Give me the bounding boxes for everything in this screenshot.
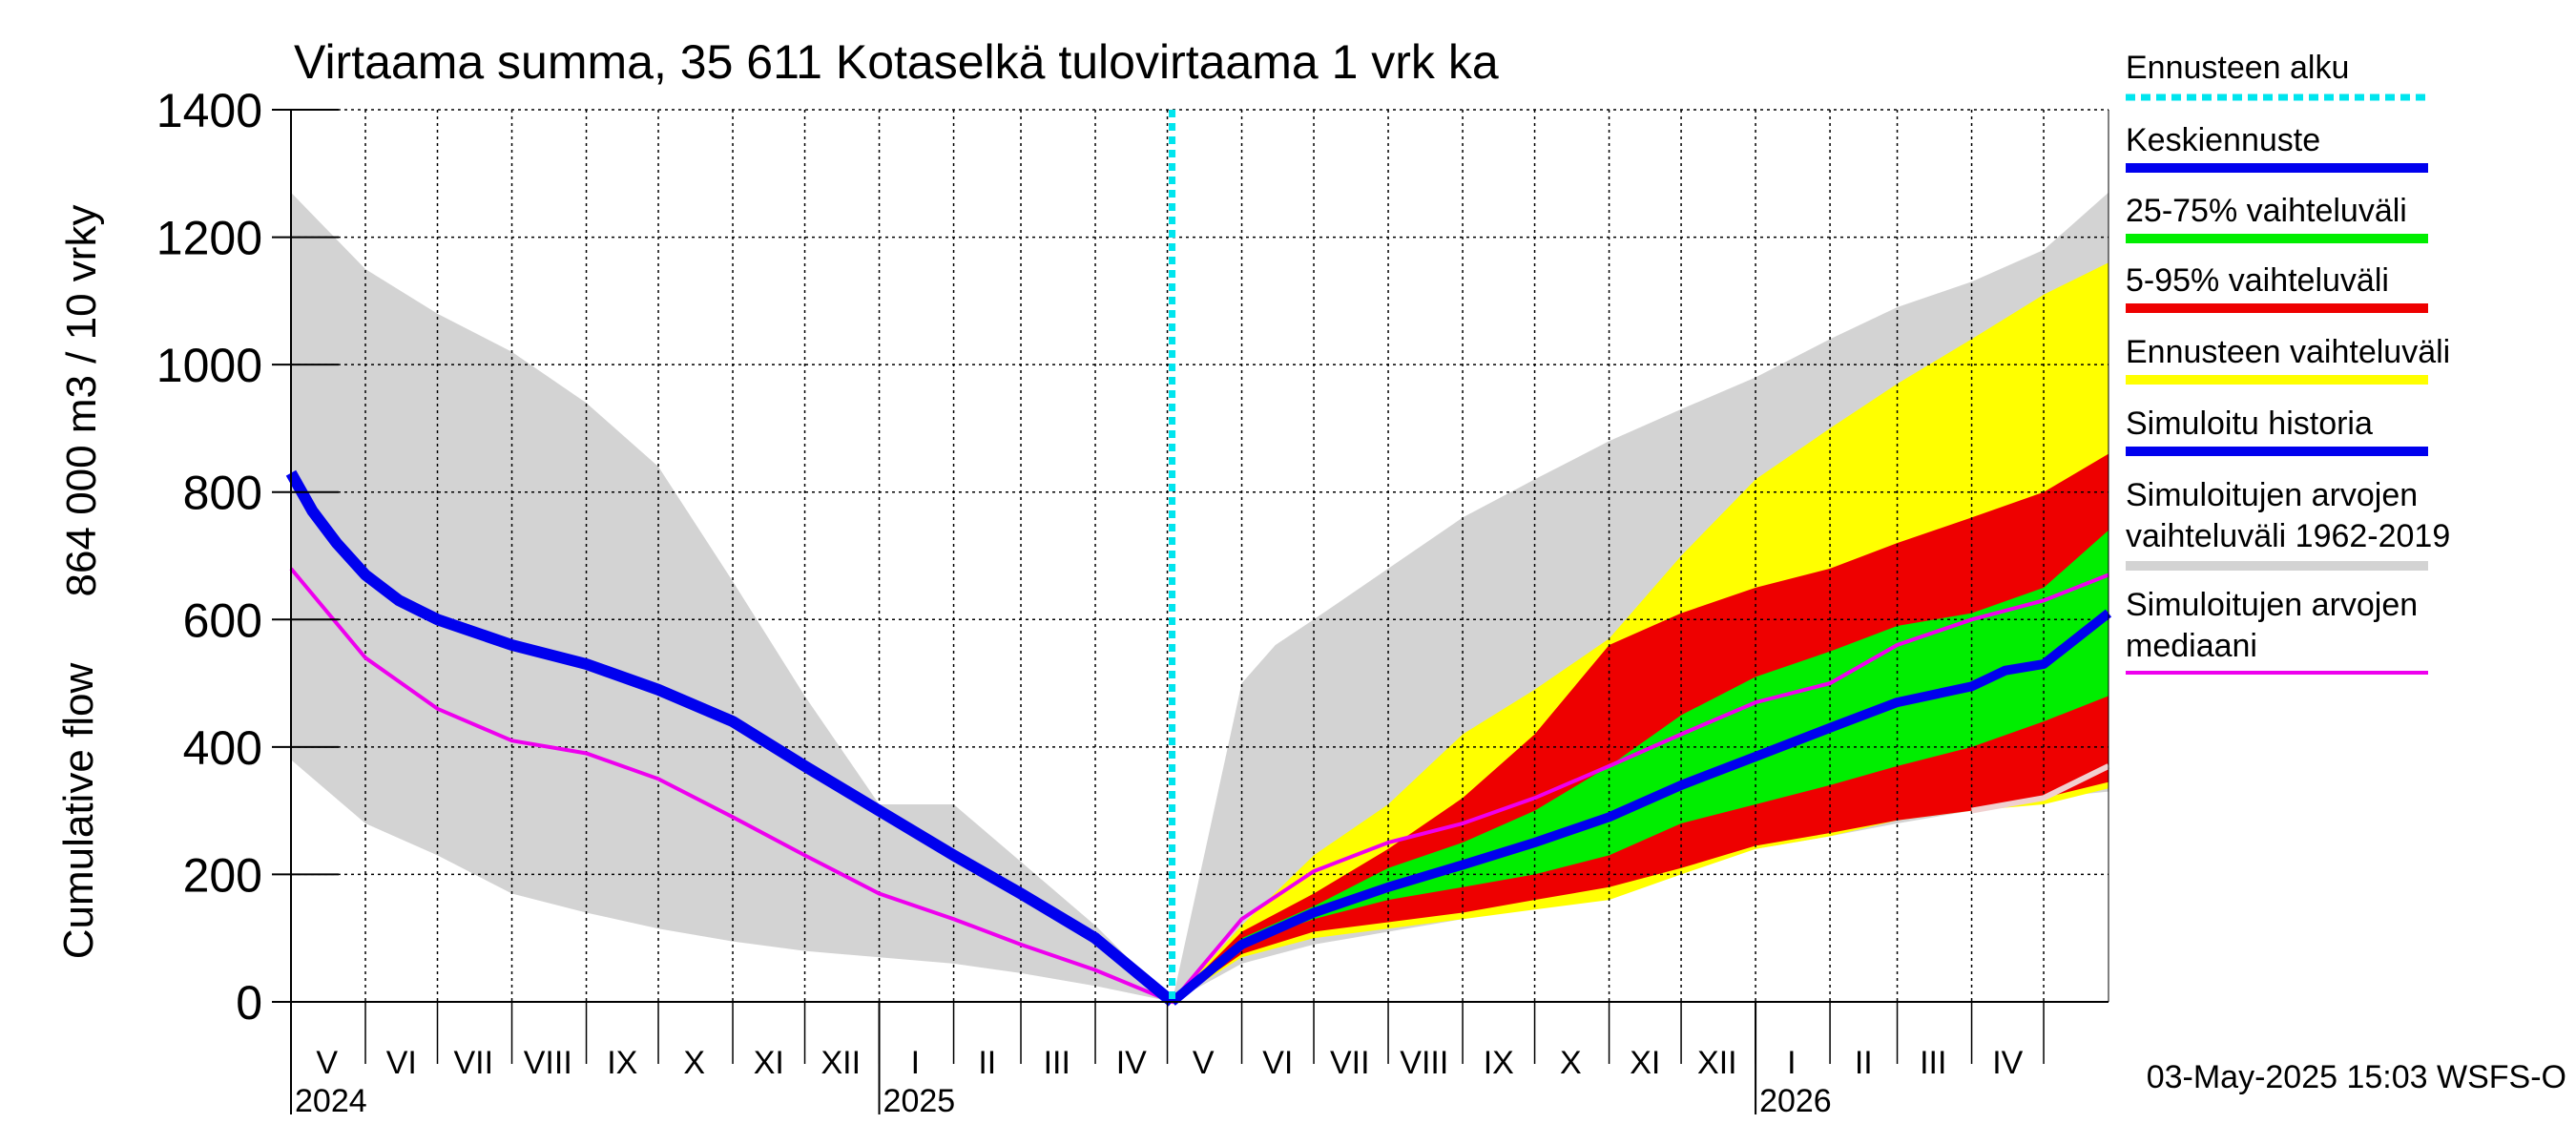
y-tick-label: 200: [183, 848, 262, 902]
footer-timestamp: 03-May-2025 15:03 WSFS-O: [2147, 1059, 2566, 1095]
legend-label: Ennusteen vaihteluväli: [2126, 334, 2450, 370]
y-axis-label-1: Cumulative flow: [55, 663, 102, 960]
month-label: II: [978, 1045, 996, 1081]
month-label: VII: [453, 1045, 493, 1081]
month-label: I: [1787, 1045, 1796, 1081]
legend-label: Simuloitujen arvojen: [2126, 587, 2418, 623]
legend-label: Simuloitujen arvojen: [2126, 477, 2418, 513]
legend-label: 25-75% vaihteluväli: [2126, 193, 2407, 229]
y-tick-label: 1000: [156, 339, 262, 392]
chart-axes: [290, 110, 2109, 1114]
month-label: XII: [1697, 1045, 1737, 1081]
chart-title: Virtaama summa, 35 611 Kotaselkä tulovir…: [294, 35, 1499, 89]
month-label: X: [1560, 1045, 1582, 1081]
month-label: VI: [1262, 1045, 1293, 1081]
chart-bands: [291, 192, 2109, 1003]
year-label: 2025: [883, 1083, 956, 1119]
lower-bound-line: [1971, 763, 2110, 814]
month-label: V: [1193, 1045, 1215, 1081]
y-tick-label: 1400: [156, 84, 262, 137]
month-label: V: [316, 1045, 338, 1081]
legend-label: mediaani: [2126, 628, 2257, 664]
mean-forecast-line: [1169, 609, 2112, 1006]
month-label: XI: [1630, 1045, 1660, 1081]
month-label: I: [911, 1045, 920, 1081]
y-tick-label: 1200: [156, 212, 262, 265]
y-axis-ticks: 0 200 400 600 800 1000 1200 1400: [156, 84, 339, 1030]
y-tick-label: 800: [183, 467, 262, 520]
legend-label: 5-95% vaihteluväli: [2126, 262, 2389, 299]
month-label: IX: [607, 1045, 637, 1081]
legend-label: vaihteluväli 1962-2019: [2126, 518, 2450, 554]
y-tick-label: 400: [183, 721, 262, 775]
x-axis-labels: V VI VII VIII IX X XI XII I II III IV V VI VII VIII IX X X…: [295, 1045, 2024, 1119]
y-tick-label: 600: [183, 593, 262, 647]
month-label: VII: [1330, 1045, 1370, 1081]
month-label: III: [1920, 1045, 1946, 1081]
chart-grid: [291, 109, 2109, 1002]
y-axis-label-2: 864 000 m3 / 10 vrky: [58, 205, 105, 597]
month-label: XI: [754, 1045, 784, 1081]
legend-label: Keskiennuste: [2126, 122, 2320, 158]
simulated-history-line: [285, 469, 1176, 1007]
month-label: IV: [1992, 1045, 2023, 1081]
month-label: X: [683, 1045, 705, 1081]
legend-label: Ennusteen alku: [2126, 50, 2349, 86]
month-label: IX: [1484, 1045, 1514, 1081]
month-label: VI: [386, 1045, 417, 1081]
month-label: III: [1044, 1045, 1070, 1081]
year-label: 2026: [1759, 1083, 1832, 1119]
month-label: II: [1855, 1045, 1873, 1081]
month-label: IV: [1116, 1045, 1147, 1081]
year-label: 2024: [295, 1083, 367, 1119]
month-label: XII: [821, 1045, 861, 1081]
month-label: VIII: [1400, 1045, 1448, 1081]
chart-lines: [285, 110, 2112, 1007]
median-line: [289, 567, 2109, 1005]
month-label: VIII: [524, 1045, 572, 1081]
y-tick-label: 0: [236, 976, 262, 1030]
legend-label: Simuloitu historia: [2126, 406, 2373, 442]
legend: Ennusteen alku Keskiennuste 25-75% vaihtel…: [2126, 50, 2450, 675]
